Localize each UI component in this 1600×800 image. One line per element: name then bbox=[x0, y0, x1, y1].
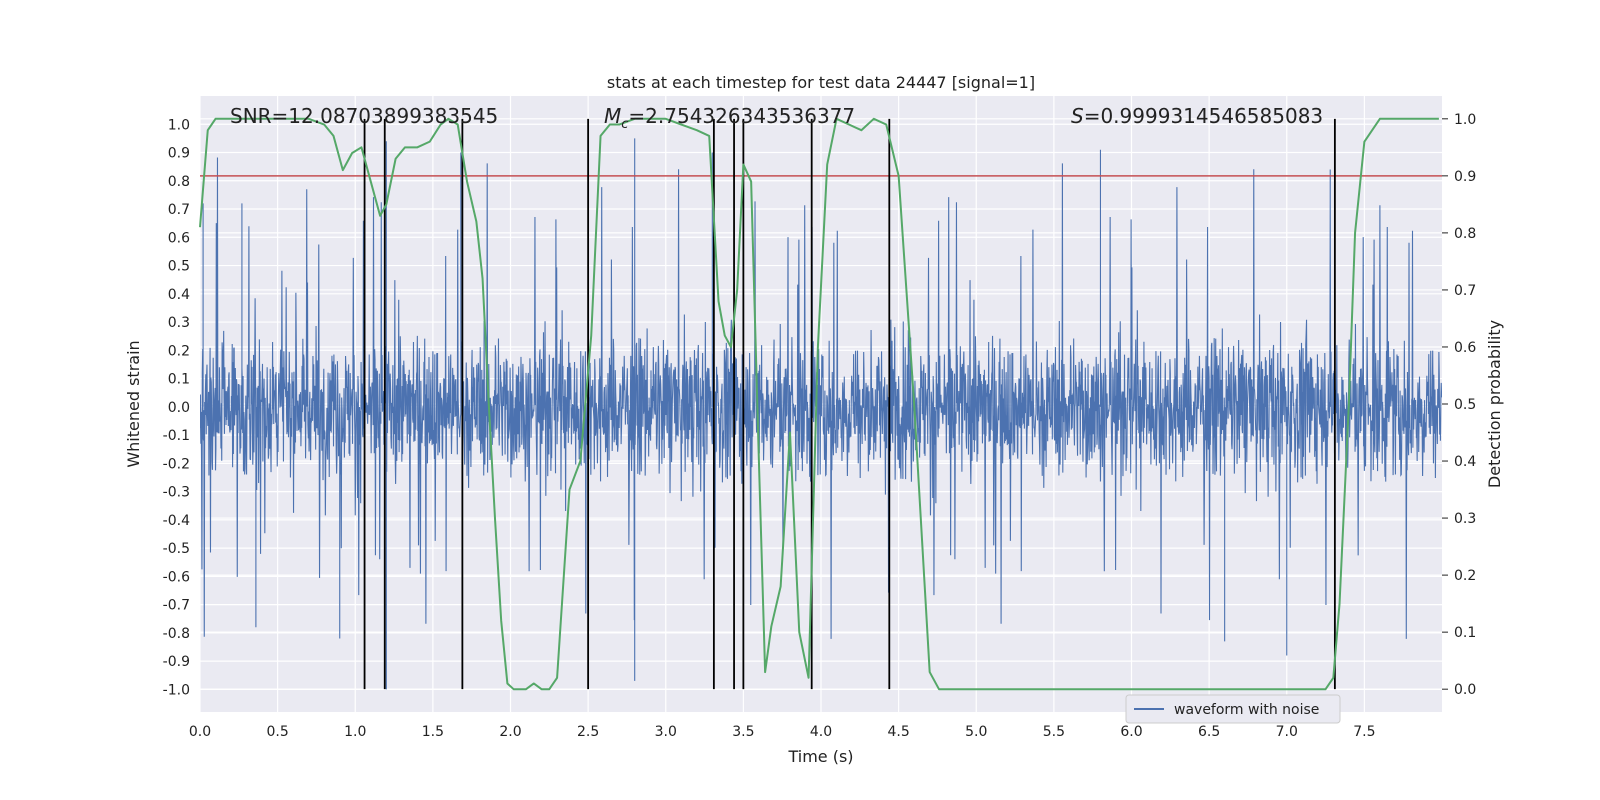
waveform-line bbox=[200, 138, 1442, 690]
y-left-tick-label: 0.5 bbox=[168, 259, 190, 275]
x-tick-label: 6.0 bbox=[1120, 724, 1142, 740]
x-tick-labels: 0.0 0.5 1.0 1.5 2.0 2.5 3.0 3.5 4.0 4.5 5.0 5.5 6.0 6… bbox=[189, 724, 1376, 740]
y-left-tick-label: -0.3 bbox=[163, 485, 190, 501]
y-left-tick-label: -0.1 bbox=[163, 428, 190, 444]
y-left-tick-label: 0.3 bbox=[168, 315, 190, 331]
x-tick-label: 0.5 bbox=[266, 724, 288, 740]
x-tick-label: 1.5 bbox=[422, 724, 444, 740]
y-right-tick-label: 0.6 bbox=[1454, 340, 1476, 356]
y-right-tick-label: 0.3 bbox=[1454, 511, 1476, 527]
x-tick-label: 4.0 bbox=[810, 724, 832, 740]
x-tick-label: 3.5 bbox=[732, 724, 754, 740]
y-left-tick-label: 0.8 bbox=[168, 174, 190, 190]
chirp-mass-subscript: c bbox=[621, 117, 628, 132]
probability-line bbox=[199, 117, 1439, 691]
y-axis-label-right: Detection probability bbox=[1485, 320, 1504, 488]
y-left-tick-label: 0.9 bbox=[168, 146, 190, 162]
waveform-series bbox=[200, 138, 1442, 690]
y-left-tick-label: 0.0 bbox=[168, 400, 190, 416]
snr-annotation: SNR=12.08703899383545 bbox=[230, 104, 498, 128]
x-axis-label: Time (s) bbox=[787, 747, 853, 766]
y-left-tick-label: 0.4 bbox=[168, 287, 190, 303]
score-symbol: S bbox=[1071, 104, 1084, 128]
y-left-tick-label: -0.7 bbox=[163, 598, 190, 614]
chart-title: stats at each timestep for test data 244… bbox=[607, 73, 1035, 92]
x-tick-label: 1.0 bbox=[344, 724, 366, 740]
x-tick-label: 4.5 bbox=[887, 724, 909, 740]
chirp-mass-symbol: M bbox=[604, 104, 621, 128]
x-tick-label: 7.5 bbox=[1353, 724, 1375, 740]
x-tick-label: 5.0 bbox=[965, 724, 987, 740]
y-right-tick-label: 0.8 bbox=[1454, 226, 1476, 242]
y-left-tick-label: 0.2 bbox=[168, 343, 190, 359]
y-left-tick-labels: 1.0 0.9 0.8 0.7 0.6 0.5 0.4 0.3 0.2 0.1 0.0 -0.1 -0.… bbox=[163, 117, 190, 698]
y-left-tick-label: -1.0 bbox=[163, 682, 190, 698]
y-right-tick-label: 0.7 bbox=[1454, 283, 1476, 299]
x-tick-label: 2.0 bbox=[499, 724, 521, 740]
probability-series bbox=[199, 117, 1439, 691]
chirp-mass-value: =2.754326343536377 bbox=[628, 104, 855, 128]
legend-box bbox=[1125, 694, 1341, 724]
y-left-tick-label: -0.8 bbox=[163, 626, 190, 642]
score-annotation: S=0.9999314546585083 bbox=[1071, 104, 1323, 128]
y-right-tick-label: 0.5 bbox=[1454, 397, 1476, 413]
legend: waveform with noise bbox=[1125, 694, 1341, 724]
x-tick-label: 2.5 bbox=[577, 724, 599, 740]
y-left-tick-label: -0.5 bbox=[163, 541, 190, 557]
y-right-tick-label: 0.1 bbox=[1454, 625, 1476, 641]
chirp-mass-annotation: Mc=2.754326343536377 bbox=[604, 104, 855, 132]
x-tick-label: 5.5 bbox=[1043, 724, 1065, 740]
x-tick-label: 0.0 bbox=[189, 724, 211, 740]
y-left-tick-label: 1.0 bbox=[168, 117, 190, 133]
y-axis-label-left: Whitened strain bbox=[124, 340, 143, 467]
y-right-tick-label: 0.2 bbox=[1454, 568, 1476, 584]
y-right-tick-label: 0.9 bbox=[1454, 169, 1476, 185]
legend-label-waveform: waveform with noise bbox=[1174, 702, 1319, 718]
y-left-tick-label: 0.1 bbox=[168, 372, 190, 388]
y-left-tick-label: -0.4 bbox=[163, 513, 190, 529]
y-left-tick-label: -0.6 bbox=[163, 569, 190, 585]
y-left-tick-label: 0.6 bbox=[168, 230, 190, 246]
y-left-tick-label: -0.9 bbox=[163, 654, 190, 670]
y-right-tick-label: 0.4 bbox=[1454, 454, 1476, 470]
y-left-tick-label: 0.7 bbox=[168, 202, 190, 218]
x-tick-label: 7.0 bbox=[1276, 724, 1298, 740]
y-left-tick-label: -0.2 bbox=[163, 456, 190, 472]
score-value: =0.9999314546585083 bbox=[1084, 104, 1323, 128]
x-tick-label: 3.0 bbox=[655, 724, 677, 740]
x-tick-label: 6.5 bbox=[1198, 724, 1220, 740]
y-right-tick-labels: 0.0 0.1 0.2 0.3 0.4 0.5 0.6 0.7 0.8 0.9 1.0 bbox=[1442, 112, 1476, 698]
y-right-tick-label: 1.0 bbox=[1454, 112, 1476, 128]
y-right-tick-label: 0.0 bbox=[1454, 682, 1476, 698]
